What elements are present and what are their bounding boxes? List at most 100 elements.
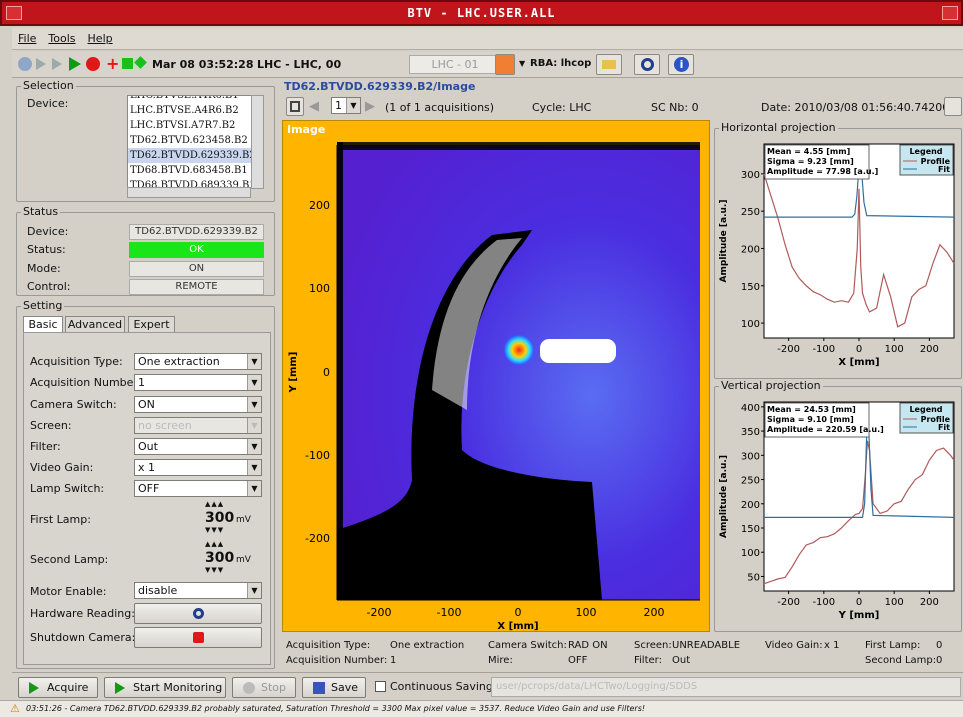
prev-acquisition-icon[interactable]: ◀ xyxy=(309,99,319,114)
first-lamp-value[interactable]: 300 xyxy=(205,510,235,526)
first-lamp-up-icon[interactable]: ▲▲▲ xyxy=(205,500,225,508)
stats-box xyxy=(764,144,870,180)
image-x-tick: 200 xyxy=(644,606,665,619)
camera-image[interactable]: -200 -100 0 100 200 200 100 0 -100 -200 X [mm] Y [m… xyxy=(282,120,710,632)
tab-advanced[interactable]: Advanced xyxy=(65,316,125,332)
info-button[interactable]: i xyxy=(668,54,694,75)
x-tick-label: 200 xyxy=(920,344,939,355)
setting-select[interactable]: One extraction ▼ xyxy=(134,353,262,370)
device-list-hscrollbar[interactable] xyxy=(127,187,251,198)
window-menu-icon[interactable] xyxy=(6,6,22,20)
horizontal-projection-chart[interactable]: -200 -100 0 100 200 100 150 200 250 300 X [mm] Ampl… xyxy=(714,128,962,379)
settings-icon[interactable] xyxy=(18,57,32,71)
zoom-button[interactable] xyxy=(944,97,962,116)
vertical-projection-chart[interactable]: -200 -100 0 100 200 50 100 150 200 250 300 350 400 Y … xyxy=(714,386,962,632)
device-list-item[interactable]: LHC.BTVSI.A7R7.B2 xyxy=(130,120,236,131)
info-second-lamp-label: Second Lamp: xyxy=(865,655,937,666)
hardware-reading-label: Hardware Reading: xyxy=(30,607,135,620)
save-path-field[interactable]: user/pcrops/data/LHCTwo/Logging/SDDS xyxy=(491,677,961,697)
start-monitoring-button[interactable]: Start Monitoring xyxy=(104,677,226,698)
second-lamp-down-icon[interactable]: ▼▼▼ xyxy=(205,566,225,574)
chevron-down-icon: ▼ xyxy=(247,354,261,369)
device-list-item[interactable]: TD62.BTVD.623458.B2 xyxy=(130,135,248,146)
setting-label: Screen: xyxy=(30,419,72,432)
info-screen: UNREADABLE xyxy=(672,640,741,651)
info-first-lamp-label: First Lamp: xyxy=(865,640,921,651)
save-icon xyxy=(313,682,325,694)
image-top-edge xyxy=(337,142,700,150)
y-tick-label: 100 xyxy=(741,319,760,330)
setting-select[interactable]: no screen ▼ xyxy=(134,417,262,434)
save-button[interactable]: Save xyxy=(302,677,366,698)
stop-icon[interactable] xyxy=(86,57,100,71)
stats-line: Mean = 4.55 [mm] xyxy=(767,147,850,156)
y-tick-label: 300 xyxy=(741,170,760,181)
next-acquisition-icon[interactable]: ▶ xyxy=(365,99,375,114)
start-monitoring-label: Start Monitoring xyxy=(133,681,223,694)
info-filter-label: Filter: xyxy=(634,655,662,666)
diamond-icon xyxy=(134,56,147,69)
info-mire-label: Mire: xyxy=(488,655,513,666)
setting-select[interactable]: ON ▼ xyxy=(134,396,262,413)
device-list[interactable]: LHC.BTVSE.A4R6.B1 LHC.BTVSE.A4R6.B2 LHC.BT… xyxy=(127,95,262,189)
y-tick-label: 200 xyxy=(741,244,760,255)
shutdown-icon xyxy=(193,632,204,643)
step-icon[interactable] xyxy=(52,58,62,70)
device-list-item[interactable]: LHC.BTVSE.A4R6.B2 xyxy=(130,105,239,116)
shutdown-camera-button[interactable] xyxy=(134,627,262,648)
refresh-icon xyxy=(641,58,654,71)
add-icon[interactable]: + xyxy=(106,54,120,73)
stats-line: Sigma = 9.23 [mm] xyxy=(767,157,854,166)
setting-select[interactable]: OFF ▼ xyxy=(134,480,262,497)
first-lamp-down-icon[interactable]: ▼▼▼ xyxy=(205,526,225,534)
second-lamp-up-icon[interactable]: ▲▲▲ xyxy=(205,540,225,548)
second-lamp-unit: mV xyxy=(236,555,251,565)
dark-region xyxy=(337,230,602,600)
info-second-lamp: 0 xyxy=(936,655,943,666)
save-image-button[interactable] xyxy=(286,97,304,116)
menu-file[interactable]: File xyxy=(18,32,37,45)
second-lamp-value[interactable]: 300 xyxy=(205,550,235,566)
tab-expert[interactable]: Expert xyxy=(128,316,175,332)
device-list-item[interactable]: TD62.BTVDD.629339.B2 xyxy=(128,148,261,163)
setting-select[interactable]: 1 ▼ xyxy=(134,374,262,391)
menu-tools[interactable]: Tools xyxy=(48,32,76,45)
play-icon[interactable] xyxy=(69,57,81,71)
x-axis-label: X [mm] xyxy=(838,357,879,368)
telegram-button[interactable] xyxy=(495,54,515,75)
setting-select[interactable]: x 1 ▼ xyxy=(134,459,262,476)
info-camera-label: Camera Switch: xyxy=(488,640,567,651)
acquire-button[interactable]: Acquire xyxy=(18,677,98,698)
window-close-icon[interactable] xyxy=(942,6,958,20)
setting-select[interactable]: Out ▼ xyxy=(134,438,262,455)
motor-enable-select[interactable]: disable ▼ xyxy=(134,582,262,599)
hardware-reading-button[interactable] xyxy=(134,603,262,624)
info-filter: Out xyxy=(672,655,691,666)
info-acq-num: 1 xyxy=(390,655,397,666)
status-control-value: REMOTE xyxy=(129,279,264,295)
y-axis-label: Amplitude [a.u.] xyxy=(719,455,729,538)
y-axis-label: Amplitude [a.u.] xyxy=(719,200,729,283)
step-back-icon[interactable] xyxy=(36,58,46,70)
tab-basic[interactable]: Basic xyxy=(23,316,63,332)
refresh-button[interactable] xyxy=(634,54,660,75)
device-list-item[interactable]: LHC.BTVSE.A4R6.B1 xyxy=(130,95,239,101)
legend-entry: Fit xyxy=(938,423,950,432)
menu-bar: File Tools Help xyxy=(12,28,963,50)
setting-label: Acquisition Number: xyxy=(30,376,142,389)
image-y-label: Y [mm] xyxy=(288,352,299,394)
open-folder-button[interactable] xyxy=(596,54,622,75)
status-control-label: Control: xyxy=(27,280,71,293)
chevron-down-icon: ▼ xyxy=(247,439,261,454)
rba-dropdown-icon[interactable]: ▼ xyxy=(519,59,526,68)
legend-entry: Profile xyxy=(921,157,951,166)
device-list-item[interactable]: TD68.BTVDD.689339.B1 xyxy=(130,180,256,189)
stop-button[interactable]: Stop xyxy=(232,677,296,698)
acquisition-select[interactable]: 1 ▼ xyxy=(331,97,361,114)
acquisition-info-strip: Acquisition Type: One extraction Acquisi… xyxy=(284,638,960,670)
device-list-scrollbar[interactable] xyxy=(251,95,264,189)
device-list-item[interactable]: TD68.BTVD.683458.B1 xyxy=(130,165,248,176)
setting-label: Lamp Switch: xyxy=(30,482,105,495)
menu-help[interactable]: Help xyxy=(87,32,113,45)
continuous-saving-checkbox[interactable] xyxy=(375,681,386,692)
